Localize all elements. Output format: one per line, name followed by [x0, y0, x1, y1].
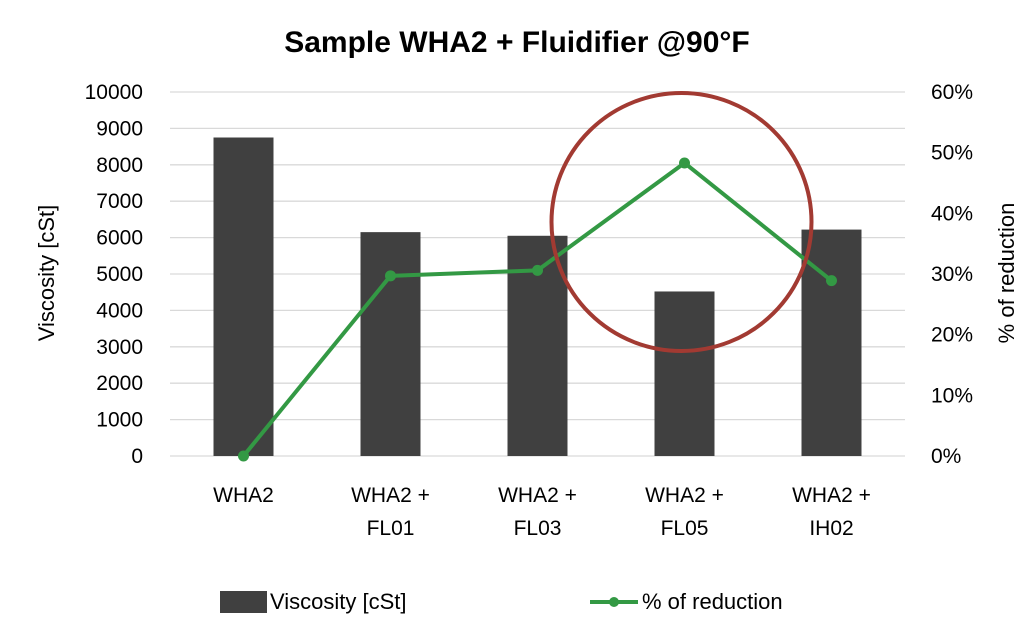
y2-tick-label: 40%: [931, 202, 973, 225]
x-tick-label: WHA2 +: [351, 484, 430, 507]
y-tick-label: 8000: [96, 154, 143, 177]
y-tick-label: 9000: [96, 117, 143, 140]
line-series: [238, 157, 837, 462]
x-tick-label: IH02: [809, 517, 853, 540]
legend-swatch-reduction-marker: [609, 597, 619, 607]
x-tick-label: FL03: [514, 517, 562, 540]
y-tick-label: 5000: [96, 263, 143, 286]
y-tick-label: 4000: [96, 299, 143, 322]
legend: Viscosity [cSt] % of reduction: [220, 589, 783, 614]
y-tick-label: 3000: [96, 336, 143, 359]
y2-axis-title: % of reduction: [994, 203, 1019, 344]
y2-tick-label: 0%: [931, 445, 961, 468]
x-tick-label: WHA2 +: [498, 484, 577, 507]
bar: [213, 137, 274, 456]
y-tick-label: 10000: [85, 81, 143, 104]
y-tick-label: 7000: [96, 190, 143, 213]
legend-label-viscosity: Viscosity [cSt]: [270, 589, 407, 614]
reduction-point: [679, 157, 690, 169]
chart-title: Sample WHA2 + Fluidifier @90°F: [284, 26, 750, 59]
x-tick-label: FL05: [661, 517, 709, 540]
y-tick-label: 6000: [96, 227, 143, 250]
y2-tick-label: 10%: [931, 384, 973, 407]
reduction-point: [238, 450, 249, 462]
x-tick-label: WHA2 +: [792, 484, 871, 507]
reduction-point: [532, 264, 543, 276]
bar: [654, 291, 715, 456]
y-tick-label: 1000: [96, 409, 143, 432]
y2-tick-label: 30%: [931, 263, 973, 286]
y-tick-label: 2000: [96, 372, 143, 395]
y2-tick-label: 60%: [931, 81, 973, 104]
y-tick-label: 0: [131, 445, 143, 468]
left-axis-ticks: 0 1000 2000 3000 4000 5000 6000 7000 8000 9000 100…: [85, 81, 143, 468]
y2-tick-label: 20%: [931, 324, 973, 347]
x-tick-label: FL01: [367, 517, 415, 540]
bar-series: [213, 137, 862, 456]
x-tick-label: WHA2: [213, 484, 274, 507]
annotation-layer: [549, 91, 814, 353]
right-axis-ticks: 0% 10% 20% 30% 40% 50% 60%: [931, 81, 973, 468]
legend-label-reduction: % of reduction: [642, 589, 783, 614]
y2-tick-label: 50%: [931, 142, 973, 165]
highlight-circle: [549, 91, 814, 353]
x-axis-ticks: WHA2 WHA2 + FL01 WHA2 + FL03 WHA2 + FL05 WHA2 +…: [213, 484, 871, 540]
y-axis-title: Viscosity [cSt]: [34, 205, 59, 342]
reduction-point: [385, 270, 396, 282]
legend-swatch-viscosity: [220, 591, 267, 613]
x-tick-label: WHA2 +: [645, 484, 724, 507]
bar: [360, 232, 421, 456]
reduction-point: [826, 275, 837, 287]
bar: [801, 229, 862, 456]
